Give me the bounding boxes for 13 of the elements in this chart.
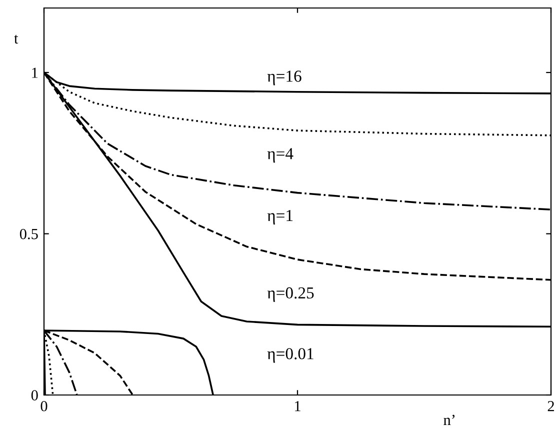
annotation: η=4 xyxy=(267,148,294,163)
y-tick-label: 1 xyxy=(32,68,38,78)
y-tick-label: 0.5 xyxy=(20,228,38,240)
annotation: η=16 xyxy=(267,70,302,86)
annotation: η=0.25 xyxy=(267,287,314,302)
x-tick-label: 2 xyxy=(548,401,554,412)
annotation: η=1 xyxy=(267,210,293,225)
y-axis-title: t xyxy=(14,34,18,44)
x-tick-label: 1 xyxy=(295,401,300,412)
x-axis-title: n’ xyxy=(444,414,454,425)
y-tick-label: 0 xyxy=(31,390,38,400)
annotation: η=0.01 xyxy=(267,348,314,363)
x-tick-label: 0 xyxy=(40,400,48,412)
